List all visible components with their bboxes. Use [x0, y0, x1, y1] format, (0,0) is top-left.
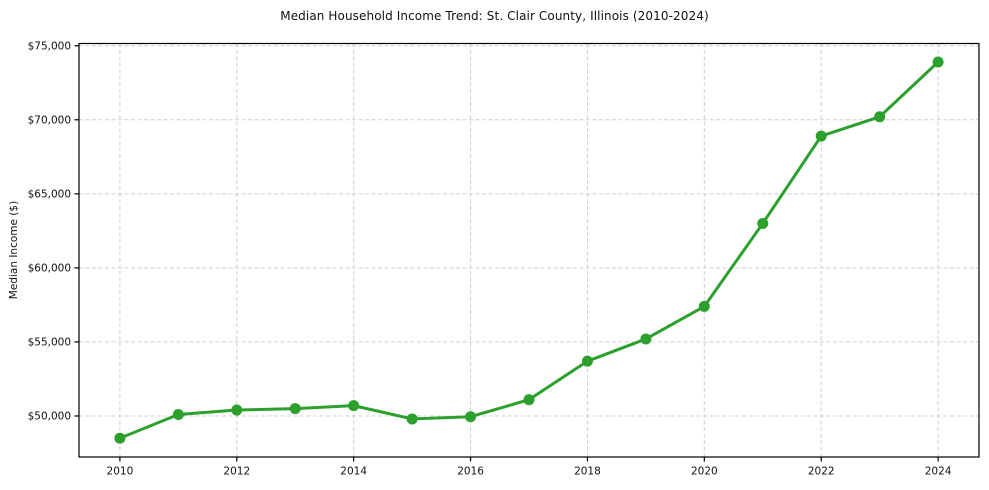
x-tick-label: 2024 [925, 466, 952, 478]
x-tick-label: 2020 [691, 466, 718, 478]
data-point [348, 400, 360, 412]
chart-title: Median Household Income Trend: St. Clair… [280, 9, 709, 23]
data-point [698, 300, 710, 312]
data-point [289, 403, 301, 415]
data-point [932, 56, 944, 68]
plot-border [78, 42, 980, 458]
data-point [406, 413, 418, 425]
data-point [815, 130, 827, 142]
y-tick-label: $65,000 [28, 188, 71, 200]
data-point [231, 404, 243, 416]
y-tick-label: $60,000 [28, 262, 71, 274]
trend-line [118, 60, 940, 440]
y-tick-label: $70,000 [28, 114, 71, 126]
y-tick-label: $50,000 [28, 411, 71, 423]
y-tick-label: $55,000 [28, 336, 71, 348]
x-tick-label: 2012 [223, 466, 250, 478]
data-point [757, 217, 769, 229]
data-point [523, 394, 535, 406]
data-point [172, 408, 184, 420]
x-tick-label: 2014 [340, 466, 367, 478]
x-tick-label: 2022 [808, 466, 835, 478]
y-tick-label: $75,000 [28, 40, 71, 52]
x-tick-label: 2010 [107, 466, 134, 478]
x-tick-label: 2018 [574, 466, 601, 478]
data-point [465, 411, 477, 423]
x-tick-label: 2016 [457, 466, 484, 478]
data-point [640, 333, 652, 345]
data-point [114, 432, 126, 444]
data-point [581, 355, 593, 367]
data-point [874, 111, 886, 123]
